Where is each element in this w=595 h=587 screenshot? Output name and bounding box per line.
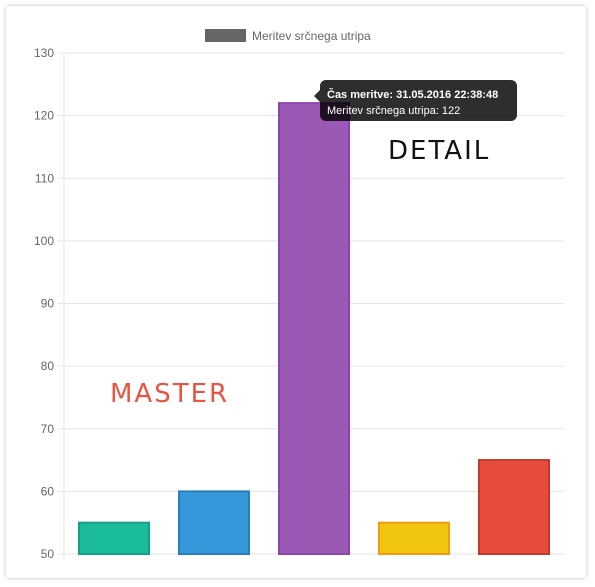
tooltip-body: Meritev srčnega utripa: 122 [327,105,461,117]
legend-label[interactable]: Meritev srčnega utripa [252,29,371,43]
y-tick-label: 60 [41,484,55,498]
annotation-master: MASTER [110,379,229,409]
bar-tooltip: Čas meritve: 31.05.2016 22:38:48 Meritev… [314,80,517,121]
legend[interactable]: Meritev srčnega utripa [205,29,371,43]
y-tick-label: 110 [35,171,54,185]
bar[interactable] [278,102,350,555]
y-tick-label: 120 [34,109,54,123]
y-tick-label: 80 [41,359,55,373]
legend-swatch[interactable] [205,29,246,42]
y-tick-label: 130 [34,46,54,60]
y-tick-label: 100 [34,234,54,248]
y-axis-ticks: 50 60 70 80 90 100 110 120 130 [34,46,54,561]
bar[interactable] [178,490,250,555]
tooltip-title: Čas meritve: 31.05.2016 22:38:48 [327,89,499,101]
bar[interactable] [78,521,150,555]
bars [78,102,550,555]
y-tick-label: 50 [41,547,55,561]
bar[interactable] [378,521,450,555]
annotation-detail: DETAIL [388,136,490,166]
y-tick-label: 70 [41,422,55,436]
bar[interactable] [478,459,550,555]
y-tick-label: 90 [41,297,55,311]
